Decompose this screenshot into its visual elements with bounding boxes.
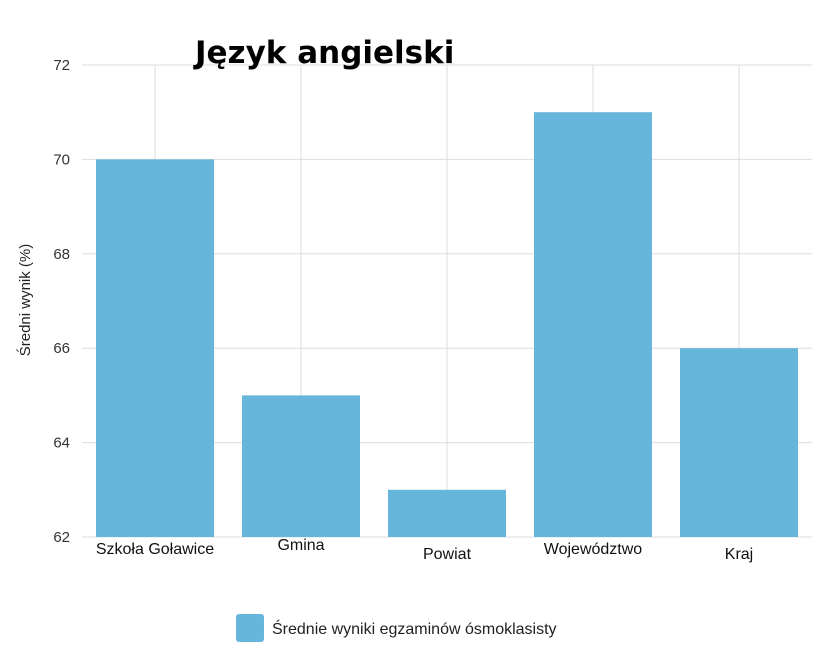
y-tick-label: 66 [53, 340, 70, 357]
bars [96, 112, 798, 537]
x-tick-label: Gmina [277, 537, 324, 554]
bar[interactable] [388, 489, 506, 537]
y-tick-label: 62 [53, 529, 70, 546]
bar[interactable] [680, 348, 798, 537]
y-tick-label: 72 [53, 57, 70, 74]
x-tick-label: Szkoła Goławice [96, 541, 214, 558]
y-tick-label: 70 [53, 151, 70, 168]
x-tick-label: Powiat [423, 546, 472, 563]
legend-label: Średnie wyniki egzaminów ósmoklasisty [272, 619, 557, 638]
x-tick-label: Województwo [544, 541, 643, 558]
bar[interactable] [534, 112, 652, 537]
legend[interactable]: Średnie wyniki egzaminów ósmoklasisty [236, 614, 557, 642]
y-tick-labels: 62 64 66 68 70 72 [53, 57, 70, 546]
y-tick-label: 68 [53, 246, 70, 263]
y-tick-label: 64 [53, 435, 70, 452]
bar[interactable] [96, 159, 214, 537]
legend-swatch [236, 614, 264, 642]
chart-title: Język angielski [193, 35, 454, 71]
x-tick-label: Kraj [725, 546, 753, 563]
x-tick-labels: Szkoła Goławice Gmina Powiat Województwo Kra… [96, 537, 753, 563]
bar[interactable] [242, 395, 360, 537]
y-axis-label: Średni wynik (%) [16, 244, 34, 357]
